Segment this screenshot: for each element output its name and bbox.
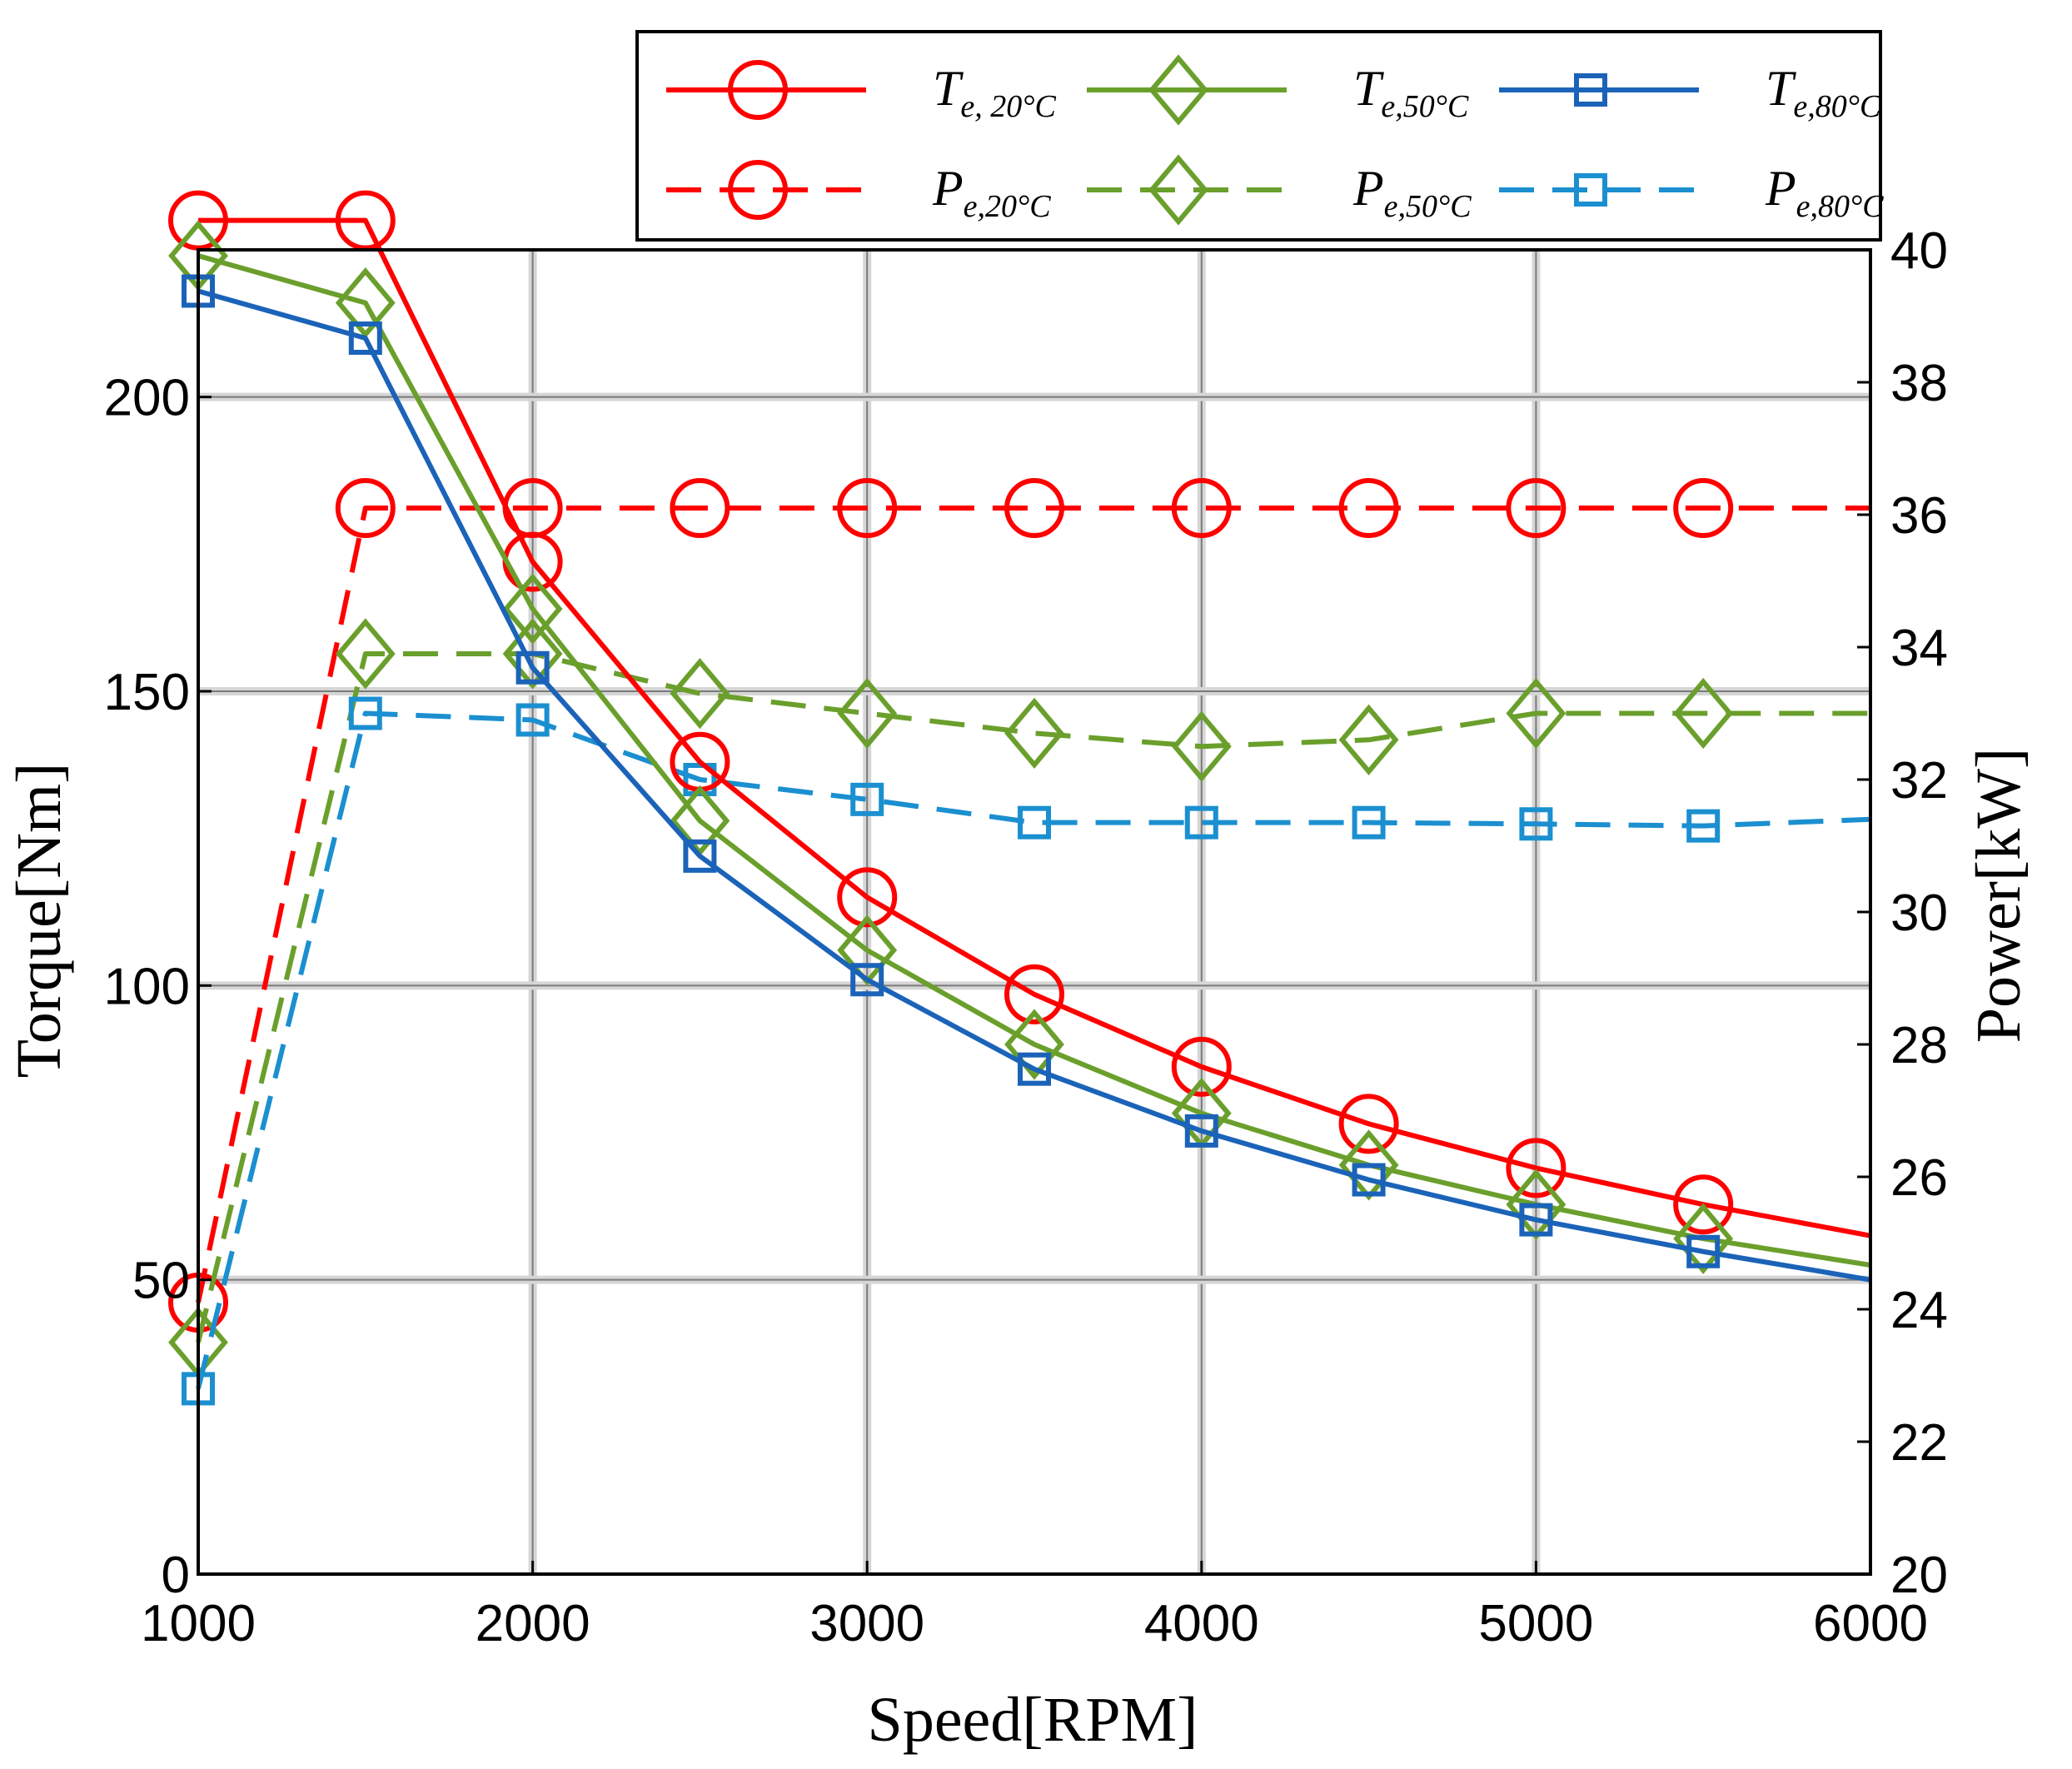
data-point-p-e-50-c — [670, 657, 730, 730]
x-tick-label: 1000 — [141, 1595, 256, 1652]
data-point-t-e-80-c — [1519, 1203, 1553, 1237]
y2-axis-title: Power[kW] — [1964, 748, 2034, 1044]
data-point-t-e-80-c — [1686, 1234, 1721, 1268]
data-point-p-e-50-c — [1673, 677, 1734, 750]
legend-marker-t-e-20-c — [728, 60, 788, 120]
series-line-p-e-80-c — [196, 710, 1871, 1390]
data-point-t-e-80-c — [850, 963, 884, 997]
data-point-t-e-20-c — [335, 190, 396, 251]
y-tick-label: 0 — [162, 1547, 190, 1604]
data-point-p-e-80-c — [516, 703, 550, 737]
data-point-t-e-50-c — [1338, 1129, 1399, 1201]
series-line-t-e-50-c — [197, 253, 1871, 1268]
data-point-p-e-80-c — [1018, 805, 1051, 840]
data-point-p-e-20-c — [1506, 478, 1566, 539]
y2-tick-label: 26 — [1890, 1149, 1948, 1207]
series-line-t-e-80-c — [197, 288, 1871, 1283]
data-point-t-e-20-c — [1673, 1174, 1734, 1235]
data-point-t-e-80-c — [683, 839, 717, 873]
legend-label-p-e-80-c: Pe,80°C — [1765, 161, 1884, 224]
data-point-t-e-80-c — [516, 650, 550, 685]
y2-tick-label: 40 — [1890, 222, 1948, 280]
data-point-t-e-20-c — [1338, 1094, 1399, 1154]
legend-label-p-e-50-c: Pe,50°C — [1352, 161, 1472, 224]
data-point-t-e-50-c — [1673, 1203, 1734, 1274]
y-tick-label: 50 — [132, 1253, 190, 1310]
series-line-t-e-20-c — [198, 217, 1871, 1238]
legend-label-p-e-20-c: Pe,20°C — [932, 161, 1051, 224]
axes: 1000 2000 3000 4000 5000 6000 0 50 100 150 200 20 22… — [104, 222, 1948, 1652]
legend-marker-t-e-50-c — [1148, 54, 1208, 126]
legend-marker-p-e-20-c — [728, 160, 788, 220]
data-point-t-e-80-c — [1018, 1052, 1051, 1086]
legend-marker-p-e-50-c — [1148, 154, 1208, 226]
data-point-p-e-20-c — [335, 478, 396, 539]
data-point-t-e-80-c — [1184, 1114, 1218, 1148]
data-point-t-e-20-c — [1004, 964, 1064, 1024]
data-point-p-e-50-c — [335, 618, 396, 690]
data-point-p-e-80-c — [1519, 807, 1553, 841]
data-point-p-e-80-c — [1686, 809, 1721, 843]
data-point-t-e-50-c — [1004, 1009, 1064, 1080]
data-point-p-e-50-c — [1004, 697, 1064, 770]
data-point-t-e-20-c — [1506, 1138, 1566, 1198]
y2-tick-label: 32 — [1890, 752, 1948, 810]
data-point-p-e-20-c — [837, 478, 898, 539]
data-point-p-e-50-c — [1171, 710, 1232, 782]
x-tick-label: 2000 — [476, 1595, 590, 1652]
y2-tick-label: 34 — [1890, 620, 1948, 677]
data-point-t-e-20-c — [1171, 1036, 1232, 1097]
data-point-p-e-20-c — [1673, 478, 1734, 539]
x-axis-title: Speed[RPM] — [868, 1685, 1198, 1755]
y-axis-title: Torque[Nm] — [4, 763, 74, 1079]
y-tick-label: 100 — [104, 958, 190, 1015]
x-tick-label: 5000 — [1478, 1595, 1593, 1652]
y-tick-label: 200 — [104, 370, 190, 427]
y2-tick-label: 36 — [1890, 487, 1948, 545]
legend-label-t-e-80-c: Te,80°C — [1766, 61, 1881, 124]
data-point-t-e-50-c — [502, 573, 563, 645]
data-point-p-e-80-c — [1184, 805, 1218, 840]
data-point-p-e-80-c — [683, 763, 717, 796]
data-point-p-e-50-c — [1338, 704, 1399, 775]
data-point-p-e-50-c — [502, 618, 563, 690]
data-point-p-e-50-c — [837, 677, 898, 750]
legend-marker-p-e-80-c — [1574, 173, 1607, 207]
data-point-p-e-20-c — [1171, 478, 1232, 539]
data-point-p-e-80-c — [348, 696, 382, 730]
data-point-p-e-80-c — [1352, 805, 1386, 840]
legend-label-t-e-20-c: Te, 20°C — [933, 61, 1056, 124]
x-tick-label: 3000 — [809, 1595, 924, 1652]
y-tick-label: 150 — [104, 664, 190, 721]
legend-box — [635, 30, 1882, 242]
series-line-p-e-50-c — [196, 650, 1870, 1343]
data-point-t-e-80-c — [348, 321, 382, 355]
grid-lines — [198, 250, 1870, 1574]
y2-tick-label: 20 — [1890, 1547, 1948, 1604]
data-point-t-e-20-c — [168, 190, 228, 251]
data-point-t-e-80-c — [1352, 1163, 1386, 1197]
data-point-t-e-50-c — [335, 267, 396, 339]
y2-tick-label: 30 — [1890, 884, 1948, 942]
y2-tick-label: 24 — [1890, 1282, 1948, 1339]
data-point-t-e-20-c — [837, 867, 898, 928]
series-layer — [168, 190, 1871, 1406]
data-point-p-e-20-c — [1338, 478, 1399, 539]
legend-label-t-e-50-c: Te,50°C — [1353, 61, 1469, 124]
y2-tick-label: 38 — [1890, 355, 1948, 412]
x-tick-label: 4000 — [1144, 1595, 1259, 1652]
y2-tick-label: 22 — [1890, 1414, 1948, 1472]
data-point-p-e-50-c — [1506, 677, 1566, 750]
x-tick-label: 6000 — [1813, 1595, 1928, 1652]
y2-tick-label: 28 — [1890, 1017, 1948, 1074]
data-point-p-e-20-c — [1004, 478, 1064, 539]
legend-marker-t-e-80-c — [1574, 73, 1607, 107]
data-point-p-e-20-c — [670, 478, 730, 539]
legend: Te, 20°C Te,50°C Te,80°C Pe,20°C Pe,50°C Pe,8… — [635, 30, 1884, 242]
data-point-p-e-80-c — [850, 782, 884, 816]
